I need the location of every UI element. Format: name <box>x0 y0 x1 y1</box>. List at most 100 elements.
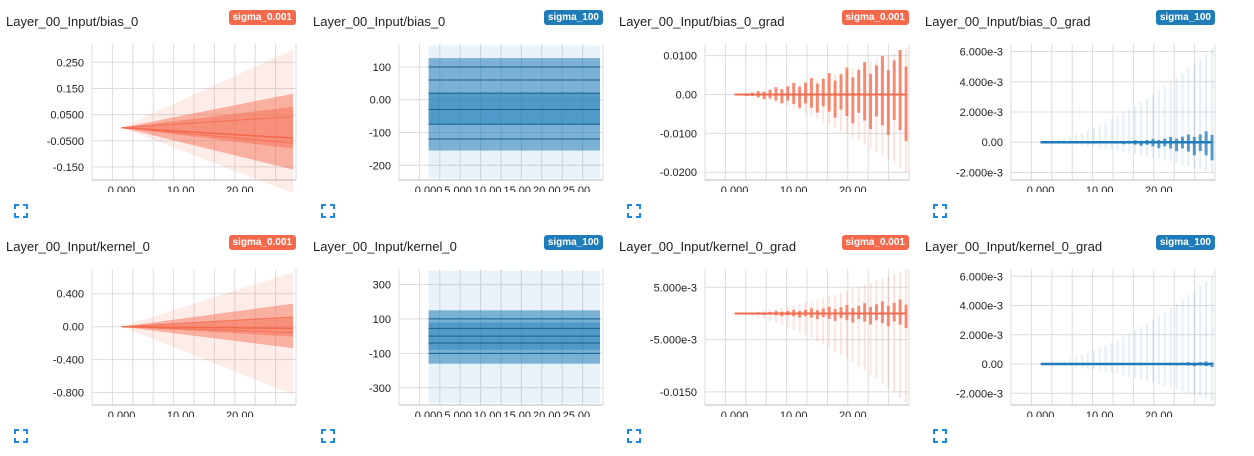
y-tick-label: -0.0200 <box>660 167 697 179</box>
grid <box>1010 44 1216 181</box>
y-tick-label: 0.250 <box>56 57 84 69</box>
x-tick-label: 0.000 <box>415 410 443 417</box>
card-title: Layer_00_Input/bias_0 <box>313 14 446 29</box>
histogram-inner-band <box>428 93 601 125</box>
fullscreen-icon-corner <box>636 213 641 218</box>
y-tick-label: 0.0500 <box>50 110 84 122</box>
histogram-median-line <box>121 126 294 139</box>
y-tick-label: 0.00 <box>982 359 1003 371</box>
fullscreen-icon[interactable] <box>627 204 641 218</box>
x-tick-label: 20.00 <box>839 410 867 417</box>
histogram-band <box>428 58 601 151</box>
fullscreen-icon-corner <box>942 204 947 209</box>
histogram-line <box>121 316 294 328</box>
x-tick-label: 0.000 <box>721 410 749 417</box>
x-tick-label: 0.000 <box>108 410 136 417</box>
run-badge: sigma_0.001 <box>841 10 909 25</box>
x-tick-label: 25.00 <box>563 185 591 192</box>
histogram-card: Layer_00_Input/kernel_0 sigma_0.001 0.40… <box>0 225 300 445</box>
fullscreen-icon[interactable] <box>14 429 28 443</box>
y-tick-label: -100 <box>369 127 391 139</box>
histogram-card: Layer_00_Input/bias_0_grad sigma_0.001 0… <box>613 0 913 220</box>
x-tick-label: 10.00 <box>780 410 808 417</box>
y-tick-label: -0.0150 <box>660 387 697 399</box>
x-tick-label: 0.000 <box>1027 185 1055 192</box>
y-tick-label: -300 <box>369 383 391 395</box>
x-tick-label: 20.00 <box>226 410 254 417</box>
x-tick-label: 20.00 <box>226 185 254 192</box>
fullscreen-icon-corner <box>23 213 28 218</box>
x-tick-label: 10.00 <box>1086 185 1114 192</box>
run-badge: sigma_100 <box>543 235 603 250</box>
histogram-band <box>121 93 294 170</box>
grid <box>91 44 297 181</box>
x-tick-label: 0.000 <box>1027 410 1055 417</box>
x-tick-label: 10.00 <box>167 185 195 192</box>
histogram-card: Layer_00_Input/bias_0_grad sigma_100 6.0… <box>919 0 1219 220</box>
run-badge: sigma_100 <box>543 10 603 25</box>
fullscreen-icon-corner <box>14 438 19 443</box>
fullscreen-icon-corner <box>321 213 326 218</box>
y-tick-label: 0.0100 <box>663 51 697 63</box>
x-tick-label: 20.00 <box>533 185 561 192</box>
histogram-chart[interactable]: 100 0.00 -100 -200 0.000 5.000 10.00 15.00 20.00… <box>307 32 607 192</box>
y-tick-label: 2.000e-3 <box>960 330 1003 342</box>
fullscreen-icon-corner <box>636 204 641 209</box>
fullscreen-icon[interactable] <box>321 429 335 443</box>
histogram-outer-band <box>121 49 294 192</box>
y-tick-label: 0.00 <box>63 322 84 334</box>
y-tick-label: 2.000e-3 <box>960 107 1003 119</box>
fullscreen-icon[interactable] <box>933 204 947 218</box>
histogram-band <box>121 303 294 349</box>
grid <box>1010 269 1216 406</box>
x-tick-label: 5.000 <box>444 185 472 192</box>
x-tick-label: 20.00 <box>839 185 867 192</box>
fullscreen-icon-corner <box>23 438 28 443</box>
y-tick-label: -100 <box>369 348 391 360</box>
fullscreen-icon-corner <box>627 438 632 443</box>
histogram-chart[interactable]: 5.000e-3 -5.000e-3 -0.0150 0.000 10.00 20.00 <box>613 257 913 417</box>
x-tick-label: 10.00 <box>1086 410 1114 417</box>
run-badge: sigma_0.001 <box>841 235 909 250</box>
x-tick-label: 20.00 <box>533 410 561 417</box>
histogram-median-line <box>121 325 294 330</box>
x-tick-label: 0.000 <box>721 185 749 192</box>
fullscreen-icon[interactable] <box>627 429 641 443</box>
fullscreen-icon-corner <box>14 204 19 209</box>
y-tick-label: 5.000e-3 <box>654 282 697 294</box>
fullscreen-icon-corner <box>330 213 335 218</box>
y-tick-label: -2.000e-3 <box>956 167 1003 179</box>
x-tick-label: 0.000 <box>415 185 443 192</box>
fullscreen-icon-corner <box>14 429 19 434</box>
run-badge: sigma_100 <box>1155 10 1215 25</box>
fullscreen-icon-corner <box>330 438 335 443</box>
histogram-chart[interactable]: 300 100 -100 -300 0.000 5.000 10.00 15.00 20.00 2… <box>307 257 607 417</box>
y-tick-label: 100 <box>373 62 391 74</box>
grid <box>704 44 910 181</box>
x-tick-label: 10.00 <box>474 410 502 417</box>
y-tick-label: -200 <box>369 160 391 172</box>
histogram-chart[interactable]: 6.000e-3 4.000e-3 2.000e-3 0.00 -2.000e-3 0.0… <box>919 257 1219 417</box>
y-tick-label: -0.400 <box>53 355 84 367</box>
fullscreen-icon-corner <box>942 429 947 434</box>
fullscreen-icon-corner <box>942 213 947 218</box>
fullscreen-icon[interactable] <box>933 429 947 443</box>
fullscreen-icon[interactable] <box>14 204 28 218</box>
card-title: Layer_00_Input/bias_0_grad <box>619 14 785 29</box>
histogram-chart[interactable]: 0.400 0.00 -0.400 -0.800 0.000 10.00 20.00 <box>0 257 300 417</box>
histogram-card: Layer_00_Input/kernel_0_grad sigma_100 6… <box>919 225 1219 445</box>
card-title: Layer_00_Input/kernel_0_grad <box>925 239 1103 254</box>
histogram-chart[interactable]: 6.000e-3 4.000e-3 2.000e-3 0.00 -2.000e-3 0.0… <box>919 32 1219 192</box>
histogram-chart[interactable]: 0.0100 0.00 -0.0100 -0.0200 0.000 10.00 20.00 <box>613 32 913 192</box>
histogram-line <box>121 115 294 129</box>
x-tick-label: 0.000 <box>108 185 136 192</box>
histogram-chart[interactable]: 0.250 0.150 0.0500 -0.0500 -0.150 0.000 10.00 2… <box>0 32 300 192</box>
fullscreen-icon-corner <box>933 438 938 443</box>
fullscreen-icon-corner <box>330 429 335 434</box>
grid <box>91 269 297 406</box>
run-badge: sigma_0.001 <box>228 10 296 25</box>
x-tick-label: 15.00 <box>503 185 531 192</box>
fullscreen-icon[interactable] <box>321 204 335 218</box>
fullscreen-icon-corner <box>627 204 632 209</box>
histogram-card: Layer_00_Input/kernel_0_grad sigma_0.001… <box>613 225 913 445</box>
